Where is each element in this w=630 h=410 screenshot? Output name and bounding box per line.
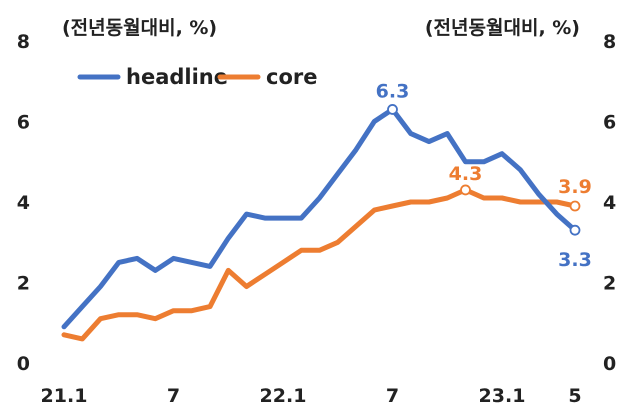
data-label-headline: 6.3 <box>376 80 410 102</box>
left-y-tick: 8 <box>17 31 30 53</box>
left-y-tick: 6 <box>17 112 30 134</box>
x-tick-label: 23.1 <box>479 385 526 407</box>
series-lines <box>61 106 578 342</box>
x-tick-label: 7 <box>167 385 180 407</box>
right-y-tick: 2 <box>603 273 616 295</box>
right-y-axis: 0 2 4 6 8 <box>603 31 616 375</box>
x-tick-label: 7 <box>386 385 399 407</box>
data-label-headline: 3.3 <box>558 249 592 271</box>
left-axis-unit: (전년동월대비, %) <box>62 17 217 39</box>
x-tick-label: 22.1 <box>260 385 307 407</box>
series-line-core <box>61 187 578 342</box>
series-line-headline <box>61 106 578 330</box>
x-tick-label: 5 <box>568 385 581 407</box>
annotation-labels: 6.3 4.3 3.9 3.3 <box>376 80 592 271</box>
data-label-core: 4.3 <box>449 163 483 185</box>
marker-core <box>460 184 471 196</box>
marker-headline <box>569 224 581 236</box>
marker-core <box>569 200 581 212</box>
x-axis: 21.1 7 22.1 7 23.1 5 <box>41 385 582 407</box>
legend: headline core <box>77 65 317 89</box>
legend-label-core: core <box>266 65 317 89</box>
annotation-markers <box>387 104 581 236</box>
right-y-tick: 0 <box>603 353 616 375</box>
x-tick-label: 21.1 <box>41 385 88 407</box>
left-y-tick: 0 <box>17 353 30 375</box>
left-y-tick: 4 <box>17 192 30 214</box>
left-y-tick: 2 <box>17 273 30 295</box>
legend-label-headline: headline <box>126 65 228 89</box>
left-y-axis: 0 2 4 6 8 <box>17 31 30 375</box>
data-label-core: 3.9 <box>558 176 592 198</box>
marker-headline <box>387 104 398 115</box>
right-y-tick: 6 <box>603 112 616 134</box>
right-y-tick: 8 <box>603 31 616 53</box>
right-y-tick: 4 <box>603 192 616 214</box>
right-axis-unit: (전년동월대비, %) <box>425 17 580 39</box>
